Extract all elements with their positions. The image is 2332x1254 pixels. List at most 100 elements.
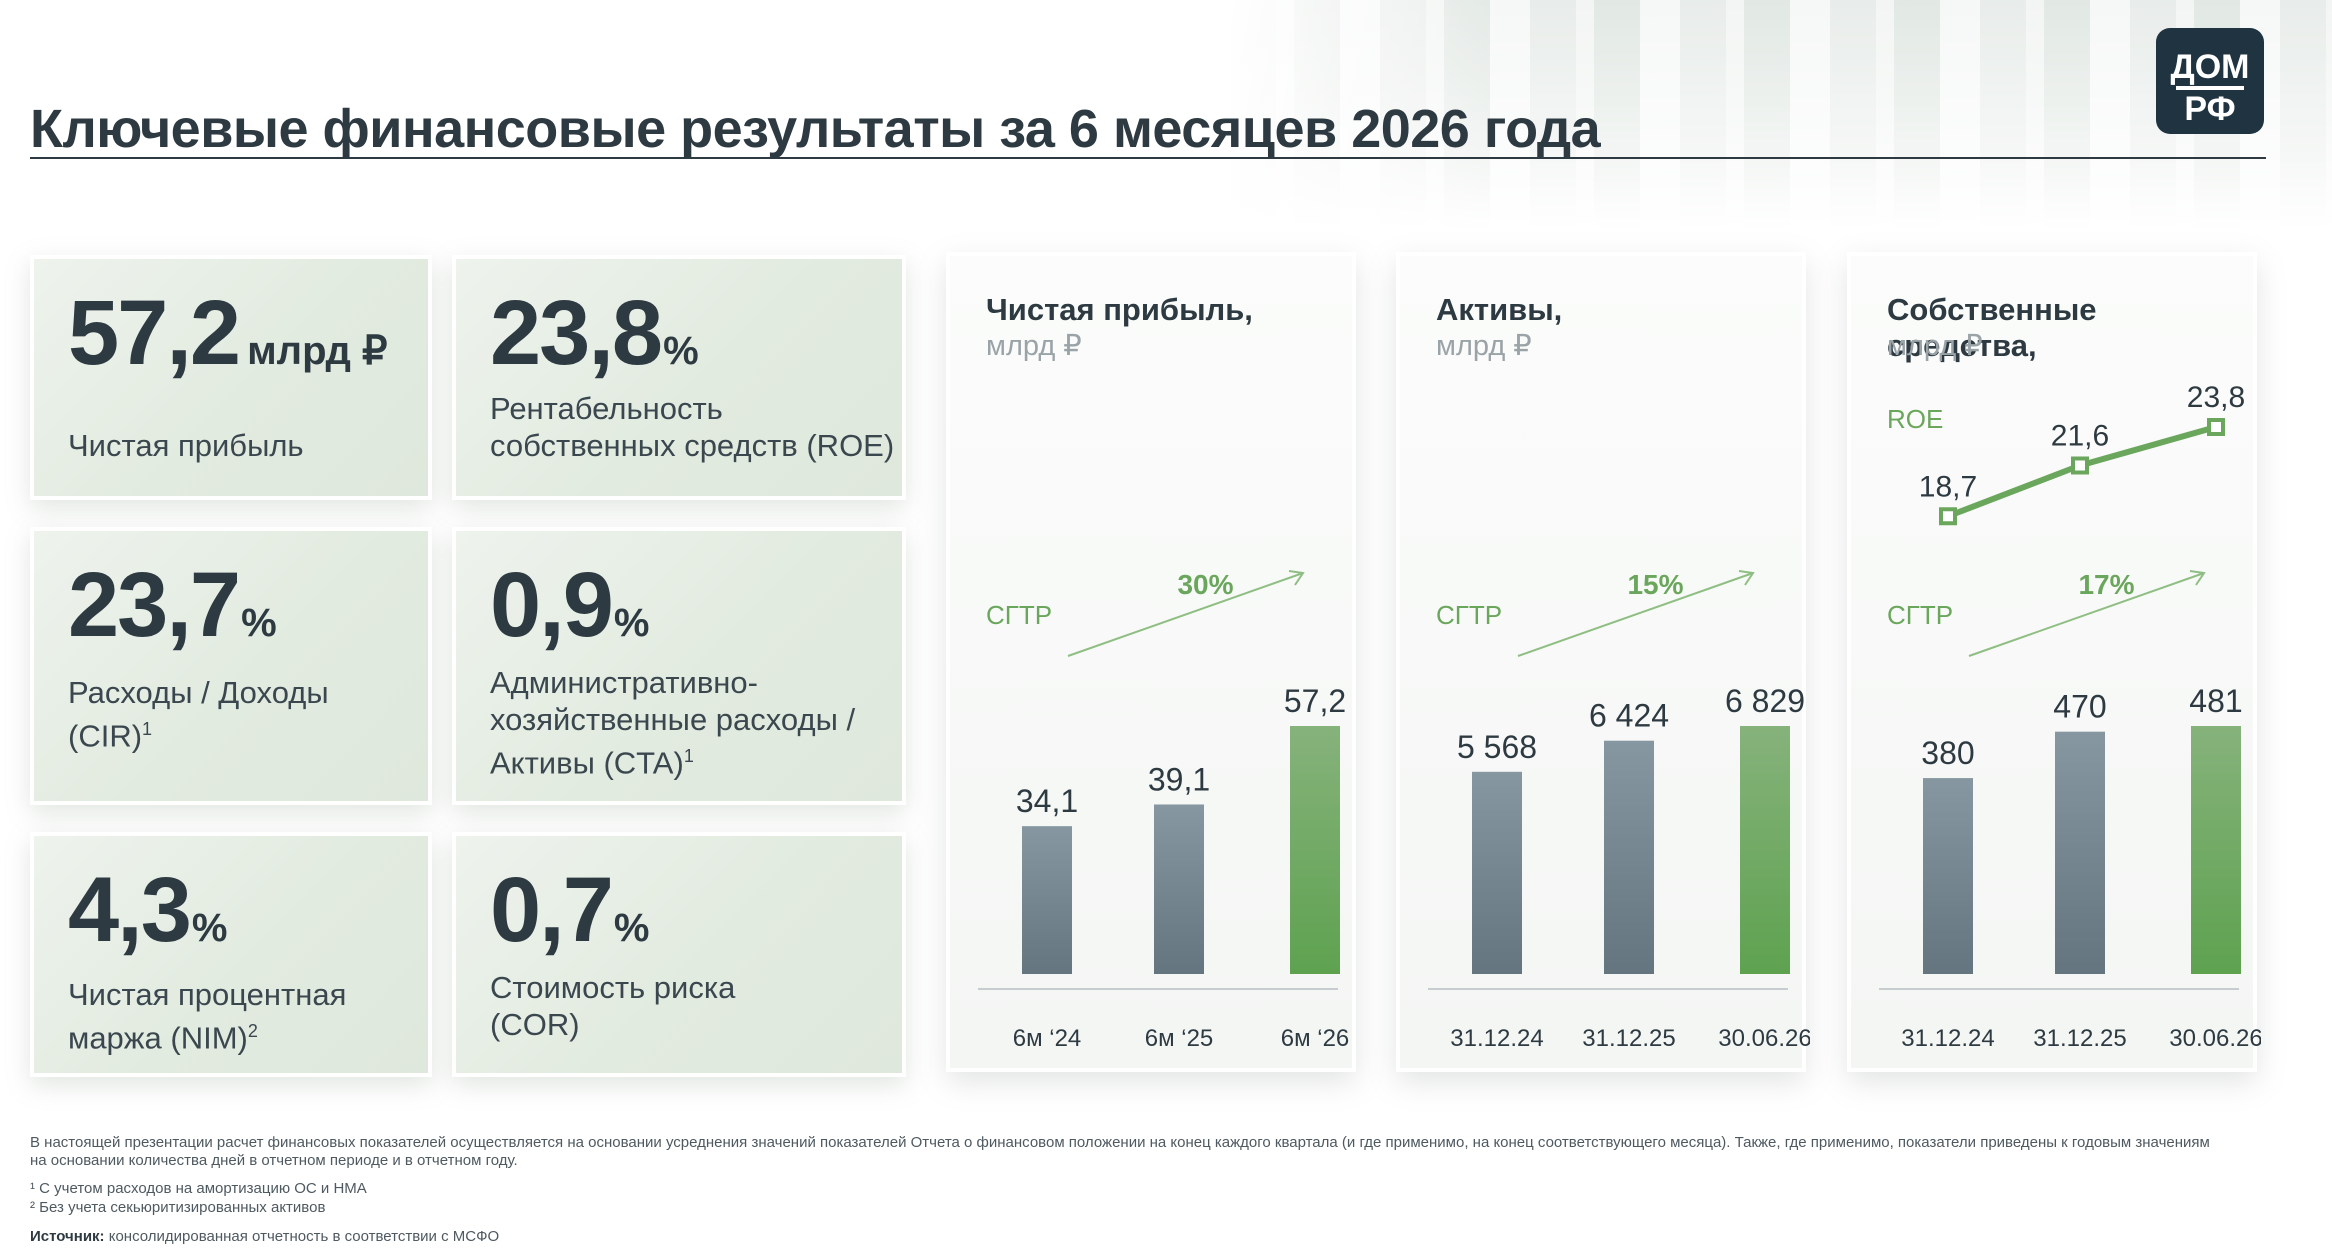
cagr-arrow-line bbox=[1517, 572, 1754, 657]
kpi-number: 23,7 bbox=[68, 554, 241, 656]
kpi-label: Чистая прибыль bbox=[68, 428, 304, 463]
bar-chart-assets: 5 568 31.12.24 6 424 31.12.25 6 829 30.06.26 С… bbox=[1428, 569, 1810, 1052]
kpi-value: 0,9% bbox=[490, 553, 649, 658]
chart-panel-net-profit: Чистая прибыль, млрд ₽ 34,1 6м ‘24 39,1 6м … bbox=[946, 252, 1356, 1072]
kpi-label-text: Расходы / Доходы (CIR) bbox=[68, 675, 329, 754]
bar-value-label: 6 424 bbox=[1589, 698, 1669, 734]
footnote-methodology: В настоящей презентации расчет финансовы… bbox=[30, 1134, 2210, 1169]
kpi-value: 23,8% bbox=[490, 281, 699, 386]
x-tick-label: 30.06.26 bbox=[1718, 1025, 1810, 1052]
dom-rf-logo: ДОМ РФ bbox=[2156, 28, 2264, 134]
kpi-unit: % bbox=[241, 601, 277, 645]
kpi-label: Расходы / Доходы (CIR)1 bbox=[68, 674, 358, 754]
chart-panel-assets: Активы, млрд ₽ 5 568 31.12.24 6 424 31.12.2… bbox=[1396, 252, 1810, 1072]
page-title: Ключевые финансовые результаты за 6 меся… bbox=[30, 99, 1601, 159]
footnote-ref: 1 bbox=[683, 746, 694, 766]
header-background-illustration bbox=[1230, 0, 2332, 230]
bar bbox=[1923, 778, 1973, 974]
kpi-value: 23,7% bbox=[68, 553, 277, 658]
kpi-card-nim: 4,3% Чистая процентная маржа (NIM)2 bbox=[30, 832, 432, 1077]
bar-value-label: 34,1 bbox=[1016, 783, 1078, 819]
x-tick-label: 31.12.24 bbox=[1450, 1025, 1543, 1052]
bar-chart-equity: 380 31.12.24 470 31.12.25 481 30.06.26 СГТР 17%… bbox=[1879, 381, 2261, 1052]
kpi-label-text: Чистая процентная маржа (NIM) bbox=[68, 977, 347, 1056]
logo-mark: ДОМ РФ bbox=[2171, 48, 2250, 128]
kpi-value: 57,2 млрд ₽ bbox=[68, 281, 387, 386]
source-label: Источник: bbox=[30, 1228, 105, 1245]
chart-unit: млрд ₽ bbox=[1887, 330, 1983, 362]
kpi-number: 4,3 bbox=[68, 859, 192, 961]
kpi-card-cir: 23,7% Расходы / Доходы (CIR)1 bbox=[30, 527, 432, 805]
bar-value-label: 57,2 bbox=[1284, 683, 1346, 719]
bar bbox=[1290, 726, 1340, 974]
roe-value-label: 21,6 bbox=[2051, 420, 2109, 453]
cagr-label: СГТР bbox=[1436, 600, 1502, 630]
roe-point bbox=[2071, 456, 2089, 475]
kpi-label: Административно-хозяйственные расходы / … bbox=[490, 664, 890, 781]
kpi-card-roe: 23,8% Рентабельность собственных средств… bbox=[452, 255, 906, 500]
bar-value-label: 380 bbox=[1921, 735, 1974, 771]
kpi-card-net-profit: 57,2 млрд ₽ Чистая прибыль bbox=[30, 255, 432, 500]
cagr-value: 15% bbox=[1627, 569, 1683, 600]
x-tick-label: 31.12.24 bbox=[1901, 1025, 1994, 1052]
kpi-number: 0,9 bbox=[490, 554, 614, 656]
bar-value-label: 39,1 bbox=[1148, 761, 1210, 797]
x-tick-label: 30.06.26 bbox=[2169, 1025, 2261, 1052]
kpi-label: Стоимость риска (COR) bbox=[490, 970, 736, 1042]
chart-title: Чистая прибыль, bbox=[986, 292, 1253, 327]
kpi-unit: % bbox=[191, 906, 228, 950]
chart-title: Собственные средства, bbox=[1887, 292, 2097, 363]
logo-divider bbox=[2176, 86, 2244, 90]
chart-unit: млрд ₽ bbox=[986, 330, 1082, 362]
roe-point bbox=[1939, 507, 1957, 526]
kpi-unit: % bbox=[663, 329, 699, 373]
roe-value-label: 18,7 bbox=[1919, 470, 1977, 503]
cagr-value: 17% bbox=[2078, 569, 2134, 600]
cagr-arrow-line bbox=[1067, 572, 1304, 657]
roe-point bbox=[2207, 418, 2225, 436]
cagr-arrow-line bbox=[1968, 572, 2205, 657]
bar-value-label: 470 bbox=[2053, 689, 2106, 725]
cagr-arrow-head bbox=[2189, 570, 2206, 586]
chart-panel-equity: Собственные средства, млрд ₽ 380 31.12.24… bbox=[1847, 252, 2261, 1072]
footnote-source: Источник: консолидированная отчетность в… bbox=[30, 1228, 499, 1246]
cagr-label: СГТР bbox=[986, 600, 1052, 630]
cagr-label: СГТР bbox=[1887, 600, 1953, 630]
x-tick-label: 6м ‘24 bbox=[1013, 1025, 1082, 1052]
bar bbox=[1154, 804, 1204, 974]
bar-value-label: 481 bbox=[2189, 683, 2242, 719]
chart-unit: млрд ₽ bbox=[1436, 330, 1532, 362]
x-tick-label: 6м ‘26 bbox=[1281, 1025, 1350, 1052]
source-text: консолидированная отчетность в соответст… bbox=[104, 1228, 500, 1245]
kpi-card-cta: 0,9% Административно-хозяйственные расхо… bbox=[452, 527, 906, 805]
kpi-unit: млрд ₽ bbox=[247, 329, 388, 373]
footnote-2: ² Без учета секьюритизированных активов bbox=[30, 1199, 326, 1216]
cagr-arrow-head bbox=[1288, 570, 1305, 586]
kpi-value: 0,7% bbox=[490, 858, 649, 963]
kpi-card-cor: 0,7% Стоимость риска (COR) bbox=[452, 832, 906, 1077]
bar bbox=[1022, 826, 1072, 974]
kpi-number: 0,7 bbox=[490, 859, 614, 961]
bar bbox=[2191, 726, 2241, 974]
chart-title: Активы, bbox=[1436, 292, 1563, 327]
kpi-number: 23,8 bbox=[490, 282, 663, 384]
kpi-value: 4,3% bbox=[68, 858, 227, 963]
x-tick-label: 6м ‘25 bbox=[1145, 1025, 1214, 1052]
kpi-label-text: Административно-хозяйственные расходы / … bbox=[490, 665, 856, 781]
footnote-ref: 2 bbox=[247, 1021, 258, 1041]
x-tick-label: 31.12.25 bbox=[2033, 1025, 2126, 1052]
kpi-number: 57,2 bbox=[68, 282, 241, 384]
bar-value-label: 5 568 bbox=[1457, 729, 1537, 765]
title-divider bbox=[30, 157, 2266, 159]
logo-line1: ДОМ bbox=[2171, 48, 2250, 86]
cagr-arrow-head bbox=[1738, 570, 1755, 586]
footnote-ref: 1 bbox=[142, 719, 153, 739]
bar-chart-net-profit: 34,1 6м ‘24 39,1 6м ‘25 57,2 6м ‘26 СГТР 30% bbox=[978, 569, 1350, 1052]
footnote-1: ¹ С учетом расходов на амортизацию ОС и … bbox=[30, 1180, 367, 1197]
bar bbox=[1472, 771, 1522, 974]
kpi-unit: % bbox=[613, 601, 650, 645]
x-tick-label: 31.12.25 bbox=[1582, 1025, 1675, 1052]
roe-series-name: ROE bbox=[1887, 404, 1943, 434]
bar bbox=[1604, 740, 1654, 974]
kpi-label: Рентабельность собственных средств (ROE) bbox=[490, 391, 895, 463]
